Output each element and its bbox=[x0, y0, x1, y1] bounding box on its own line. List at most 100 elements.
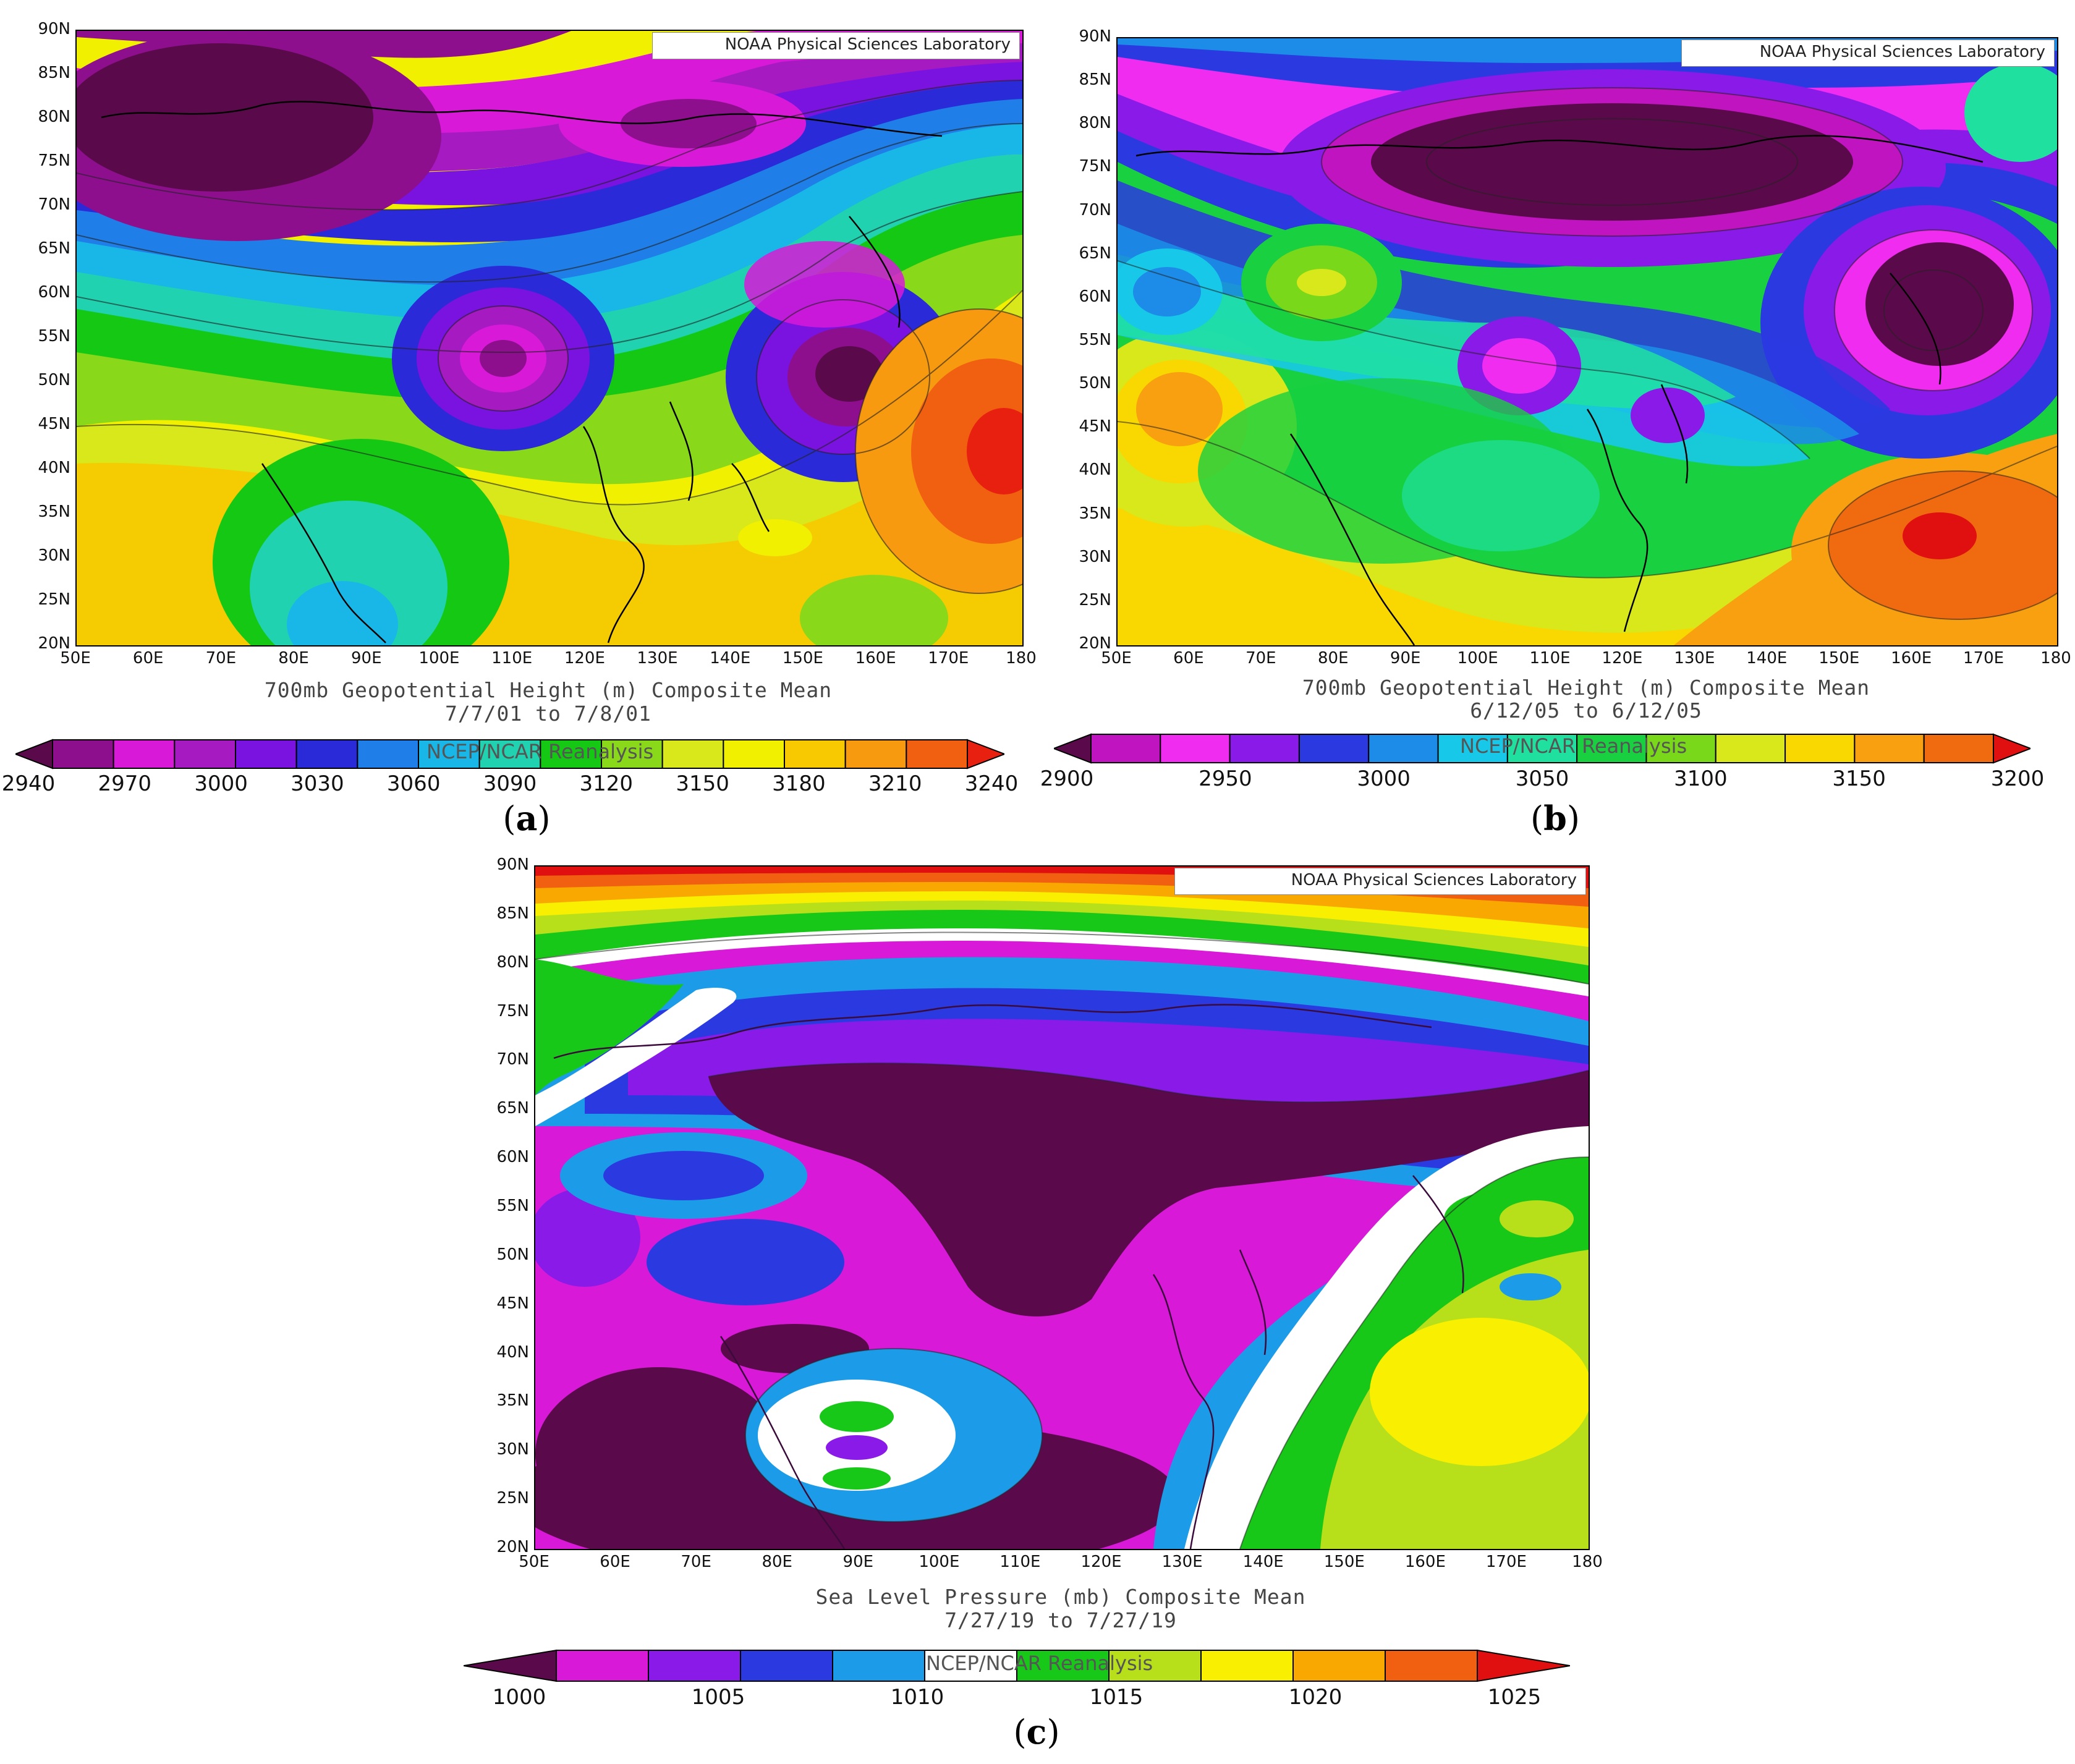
y-tick-label: 20N bbox=[496, 1538, 529, 1556]
colorbar-swatch bbox=[540, 739, 602, 769]
x-tick-label: 130E bbox=[637, 649, 678, 668]
caption-dates-c: 7/27/19 to 7/27/19 bbox=[944, 1608, 1177, 1632]
y-tick-label: 25N bbox=[496, 1489, 529, 1508]
credit-label-c: NOAA Physical Sciences Laboratory bbox=[1174, 868, 1586, 895]
x-tick-label: 170E bbox=[1963, 649, 2005, 668]
colorbar-arrow-low bbox=[464, 1649, 557, 1682]
colorbar-swatch bbox=[1854, 734, 1925, 763]
x-tick-label: 70E bbox=[681, 1553, 711, 1571]
y-tick-label: 40N bbox=[496, 1342, 529, 1362]
y-tick-label: 40N bbox=[38, 459, 70, 477]
colorbar-b bbox=[1054, 733, 2030, 764]
colorbar-swatch bbox=[112, 739, 176, 769]
colorbar-swatch bbox=[1229, 734, 1300, 763]
y-tick-label: 45N bbox=[496, 1294, 529, 1313]
colorbar-swatch bbox=[174, 739, 237, 769]
y-tick-label: 90N bbox=[38, 20, 70, 38]
colorbar-swatch bbox=[844, 739, 907, 769]
x-tick-label: 100E bbox=[919, 1553, 960, 1571]
colorbar-arrow-high bbox=[967, 739, 1004, 770]
colorbar-label: 3100 bbox=[1674, 766, 1728, 791]
credit-label-a: NOAA Physical Sciences Laboratory bbox=[652, 32, 1020, 59]
y-tick-label: 40N bbox=[1079, 460, 1111, 480]
colorbar-swatch bbox=[906, 739, 969, 769]
x-tick-label: 120E bbox=[1602, 649, 1643, 668]
y-tick-label: 90N bbox=[1079, 27, 1111, 46]
y-tick-label: 35N bbox=[496, 1391, 529, 1410]
colorbar-label: 3200 bbox=[1990, 766, 2045, 791]
colorbar-arrow-low bbox=[15, 739, 53, 770]
colorbar-swatch bbox=[740, 1650, 833, 1682]
x-tick-label: 60E bbox=[1173, 649, 1204, 668]
colorbar-label: 2970 bbox=[98, 771, 152, 796]
y-tick-label: 80N bbox=[1079, 114, 1111, 133]
colorbar-arrow-high bbox=[1993, 733, 2030, 764]
colorbar-swatch bbox=[1108, 1650, 1202, 1682]
contour-field-c bbox=[535, 867, 1589, 1549]
colorbar-swatch bbox=[478, 739, 541, 769]
panel-label-c: (c) bbox=[1013, 1712, 1060, 1752]
colorbar-swatch bbox=[556, 1650, 649, 1682]
colorbar-swatch bbox=[1160, 734, 1231, 763]
x-tick-label: 90E bbox=[842, 1553, 874, 1571]
y-tick-label: 60N bbox=[1079, 287, 1111, 306]
colorbar-swatch bbox=[784, 739, 846, 769]
colorbar-swatch bbox=[1385, 1650, 1478, 1682]
y-tick-label: 60N bbox=[38, 283, 70, 302]
y-tick-label: 50N bbox=[38, 371, 70, 389]
y-tick-label: 85N bbox=[1079, 70, 1111, 90]
colorbar-swatch bbox=[832, 1650, 925, 1682]
x-tick-label: 140E bbox=[1242, 1553, 1284, 1571]
y-tick-label: 30N bbox=[496, 1440, 529, 1459]
colorbar-label: 2950 bbox=[1199, 766, 1252, 791]
x-tick-label: 80E bbox=[762, 1553, 792, 1571]
y-tick-label: 55N bbox=[38, 327, 70, 346]
colorbar-source-c: NCEP/NCAR Reanalysis bbox=[926, 1652, 1153, 1675]
colorbar-label: 3000 bbox=[1357, 766, 1411, 791]
colorbar-swatch bbox=[1715, 734, 1786, 763]
colorbar-label: 1005 bbox=[691, 1685, 745, 1710]
colorbar-label: 1000 bbox=[492, 1685, 546, 1710]
y-tick-label: 75N bbox=[38, 151, 70, 170]
panel-label-a: (a) bbox=[503, 799, 551, 838]
colorbar-label: 3090 bbox=[483, 771, 537, 796]
colorbar-label: 3120 bbox=[579, 771, 634, 796]
colorbar-swatch bbox=[924, 1650, 1017, 1682]
x-tick-label: 70E bbox=[205, 649, 237, 668]
map-plot-c bbox=[534, 865, 1590, 1550]
y-tick-label: 65N bbox=[1079, 244, 1111, 263]
map-plot-a bbox=[75, 30, 1024, 647]
colorbar-label: 1015 bbox=[1089, 1685, 1144, 1710]
y-tick-label: 65N bbox=[38, 239, 70, 258]
x-tick-label: 70E bbox=[1245, 649, 1276, 668]
x-tick-label: 110E bbox=[1529, 649, 1571, 668]
x-tick-label: 150E bbox=[782, 649, 823, 668]
colorbar-label: 2900 bbox=[1040, 766, 1094, 791]
colorbar-swatch bbox=[357, 739, 419, 769]
caption-title-a: 700mb Geopotential Height (m) Composite … bbox=[264, 678, 833, 702]
colorbar-label: 1020 bbox=[1288, 1685, 1343, 1710]
caption-dates-b: 6/12/05 to 6/12/05 bbox=[1470, 698, 1702, 723]
colorbar-swatch bbox=[1292, 1650, 1386, 1682]
y-tick-label: 30N bbox=[38, 546, 70, 565]
colorbar-swatch bbox=[52, 739, 114, 769]
colorbar-label: 3060 bbox=[386, 771, 441, 796]
y-tick-label: 35N bbox=[1079, 504, 1111, 523]
colorbar-swatch bbox=[1923, 734, 1994, 763]
colorbar-label: 3030 bbox=[291, 771, 344, 796]
colorbar-swatch bbox=[1298, 734, 1370, 763]
panel-label-b: (b) bbox=[1530, 799, 1580, 838]
contour-field-a bbox=[77, 31, 1022, 645]
colorbar-swatch bbox=[235, 739, 297, 769]
x-tick-label: 150E bbox=[1818, 649, 1860, 668]
y-tick-label: 80N bbox=[496, 952, 529, 972]
x-tick-label: 140E bbox=[1746, 649, 1788, 668]
y-tick-label: 55N bbox=[496, 1197, 529, 1215]
colorbar-label: 3180 bbox=[772, 771, 826, 796]
colorbar-arrow-low bbox=[1054, 733, 1092, 764]
x-tick-label: 170E bbox=[928, 649, 969, 668]
caption-dates-a: 7/7/01 to 7/8/01 bbox=[445, 702, 651, 726]
x-tick-label: 180 bbox=[1006, 649, 1037, 668]
x-tick-label: 90E bbox=[1390, 649, 1421, 668]
x-tick-label: 170E bbox=[1485, 1553, 1527, 1571]
